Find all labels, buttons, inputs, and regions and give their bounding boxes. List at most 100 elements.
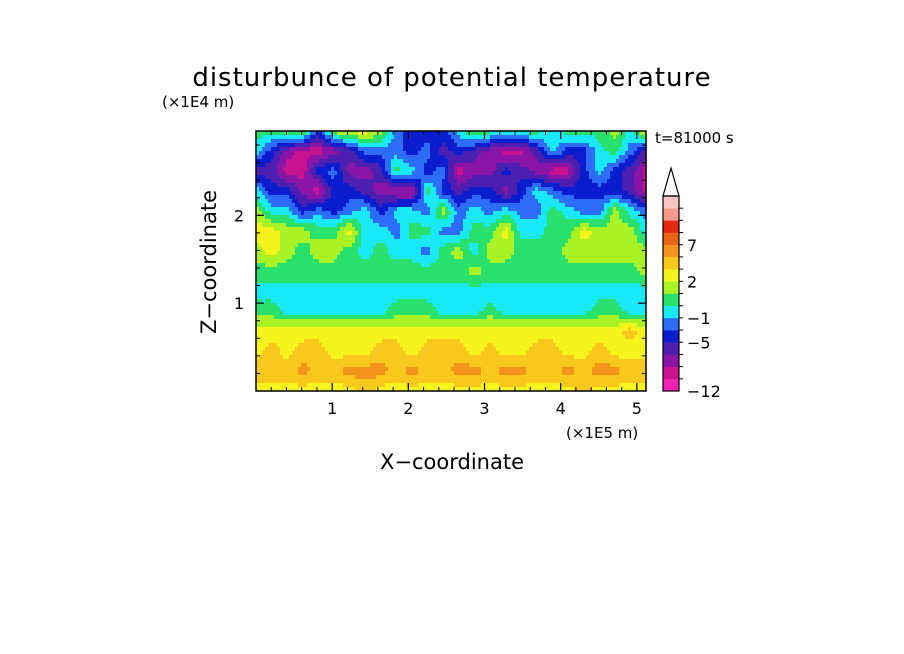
heatmap-cell	[337, 251, 341, 256]
heatmap-cell	[406, 183, 410, 188]
heatmap-cell	[298, 191, 302, 196]
heatmap-cell	[283, 259, 287, 264]
heatmap-cell	[427, 223, 431, 228]
heatmap-cell	[439, 175, 443, 180]
heatmap-cell	[349, 251, 353, 256]
heatmap-cell	[550, 179, 554, 184]
heatmap-cell	[490, 275, 494, 280]
heatmap-cell	[343, 143, 347, 148]
heatmap-cell	[475, 163, 479, 168]
heatmap-cell	[616, 227, 620, 232]
heatmap-cell	[415, 179, 419, 184]
heatmap-cell	[517, 267, 521, 272]
heatmap-cell	[640, 267, 644, 272]
heatmap-cell	[619, 247, 623, 252]
heatmap-cell	[628, 223, 632, 228]
heatmap-cell	[298, 223, 302, 228]
heatmap-cell	[586, 179, 590, 184]
heatmap-cell	[478, 179, 482, 184]
heatmap-cell	[511, 175, 515, 180]
heatmap-cell	[514, 263, 518, 268]
heatmap-cell	[388, 227, 392, 232]
heatmap-cell	[460, 183, 464, 188]
heatmap-cell	[409, 283, 413, 288]
heatmap-cell	[418, 259, 422, 264]
heatmap-cell	[283, 279, 287, 284]
heatmap-cell	[385, 163, 389, 168]
heatmap-cell	[520, 159, 524, 164]
heatmap-cell	[340, 203, 344, 208]
heatmap-cell	[538, 255, 542, 260]
heatmap-cell	[613, 131, 617, 136]
heatmap-cell	[583, 155, 587, 160]
heatmap-cell	[580, 183, 584, 188]
heatmap-cell	[340, 247, 344, 252]
heatmap-cell	[346, 251, 350, 256]
heatmap-cell	[481, 227, 485, 232]
heatmap-cell	[622, 195, 626, 200]
heatmap-cell	[349, 195, 353, 200]
heatmap-cell	[538, 263, 542, 268]
heatmap-cell	[337, 211, 341, 216]
heatmap-cell	[385, 191, 389, 196]
heatmap-cell	[418, 247, 422, 252]
heatmap-cell	[367, 175, 371, 180]
heatmap-cell	[397, 179, 401, 184]
heatmap-cell	[484, 223, 488, 228]
heatmap-cell	[358, 199, 362, 204]
heatmap-cell	[304, 227, 308, 232]
heatmap-cell	[469, 223, 473, 228]
heatmap-cell	[316, 275, 320, 280]
heatmap-cell	[403, 159, 407, 164]
heatmap-cell	[421, 219, 425, 224]
heatmap-cell	[493, 171, 497, 176]
heatmap-cell	[583, 207, 587, 212]
heatmap-cell	[478, 227, 482, 232]
heatmap-cell	[403, 131, 407, 136]
heatmap-cell	[559, 203, 563, 208]
heatmap-cell	[430, 163, 434, 168]
heatmap-cell	[307, 267, 311, 272]
heatmap-cell	[622, 251, 626, 256]
heatmap-cell	[553, 219, 557, 224]
heatmap-cell	[256, 163, 260, 168]
heatmap-cell	[556, 275, 560, 280]
heatmap-cell	[511, 219, 515, 224]
heatmap-cell	[349, 275, 353, 280]
heatmap-cell	[475, 255, 479, 260]
heatmap-cell	[436, 155, 440, 160]
heatmap-cell	[472, 207, 476, 212]
heatmap-cell	[637, 267, 641, 272]
heatmap-cell	[490, 203, 494, 208]
heatmap-cell	[508, 187, 512, 192]
heatmap-cell	[490, 151, 494, 156]
heatmap-cell	[586, 151, 590, 156]
heatmap-cell	[472, 259, 476, 264]
heatmap-cell	[640, 163, 644, 168]
heatmap-cell	[280, 151, 284, 156]
heatmap-cell	[268, 243, 272, 248]
heatmap-cell	[295, 235, 299, 240]
heatmap-cell	[586, 147, 590, 152]
heatmap-cell	[337, 167, 341, 172]
heatmap-cell	[364, 255, 368, 260]
heatmap-cell	[430, 139, 434, 144]
heatmap-cell	[538, 139, 542, 144]
heatmap-cell	[586, 223, 590, 228]
heatmap-cell	[412, 163, 416, 168]
heatmap-cell	[436, 279, 440, 284]
heatmap-cell	[550, 231, 554, 236]
heatmap-cell	[538, 271, 542, 276]
heatmap-cell	[463, 231, 467, 236]
heatmap-cell	[544, 255, 548, 260]
heatmap-cell	[466, 143, 470, 148]
heatmap-cell	[565, 231, 569, 236]
heatmap-cell	[256, 263, 260, 268]
heatmap-cell	[298, 131, 302, 136]
heatmap-cell	[544, 207, 548, 212]
heatmap-cell	[340, 187, 344, 192]
heatmap-cell	[454, 271, 458, 276]
heatmap-cell	[622, 131, 626, 136]
heatmap-cell	[280, 195, 284, 200]
heatmap-cell	[421, 267, 425, 272]
